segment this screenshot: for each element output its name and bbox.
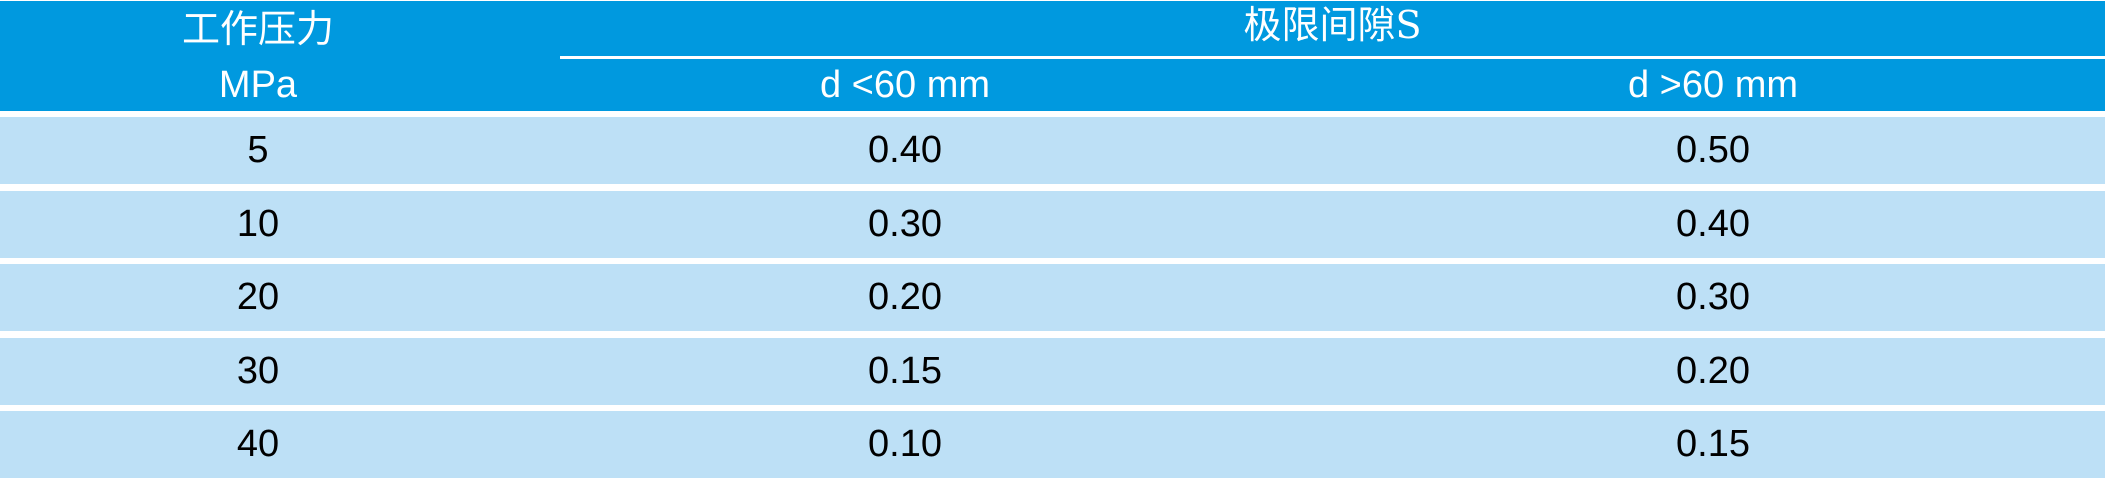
clearance-header: 极限间隙S [560, 5, 2105, 46]
small-diameter-cell: 0.30 [868, 202, 942, 245]
large-diameter-cell: 0.20 [1676, 349, 1750, 392]
large-diameter-cell: 0.50 [1676, 129, 1750, 171]
pressure-header: 工作压力 [181, 7, 334, 51]
large-diameter-cell: 0.30 [1676, 276, 1750, 318]
pressure-unit-header: MPa [218, 64, 298, 106]
table-row: 20 0.20 0.30 [0, 264, 2105, 331]
small-diameter-cell: 0.20 [868, 276, 942, 318]
header-divider [560, 56, 2105, 59]
table-row: 10 0.30 0.40 [0, 190, 2105, 258]
table-row: 5 0.40 0.50 [0, 117, 2105, 184]
clearance-header-label: 极限间隙S [1243, 3, 1422, 47]
pressure-cell: 30 [236, 349, 280, 392]
col-header-small-diameter: d <60 mm [819, 64, 991, 106]
small-diameter-cell: 0.10 [868, 423, 942, 465]
table-row: 30 0.15 0.20 [0, 337, 2105, 405]
pressure-cell: 20 [236, 276, 280, 318]
pressure-cell: 5 [247, 129, 269, 171]
col-header-large-diameter: d >60 mm [1627, 64, 1799, 106]
table-row: 40 0.10 0.15 [0, 411, 2105, 478]
small-diameter-cell: 0.40 [868, 129, 942, 171]
table-header: 工作压力 MPa 极限间隙S d <60 mm d >60 mm [0, 1, 2105, 111]
small-diameter-cell: 0.15 [868, 349, 942, 392]
pressure-cell: 10 [236, 202, 280, 245]
large-diameter-cell: 0.40 [1676, 202, 1750, 245]
pressure-cell: 40 [236, 423, 280, 465]
large-diameter-cell: 0.15 [1676, 423, 1750, 465]
